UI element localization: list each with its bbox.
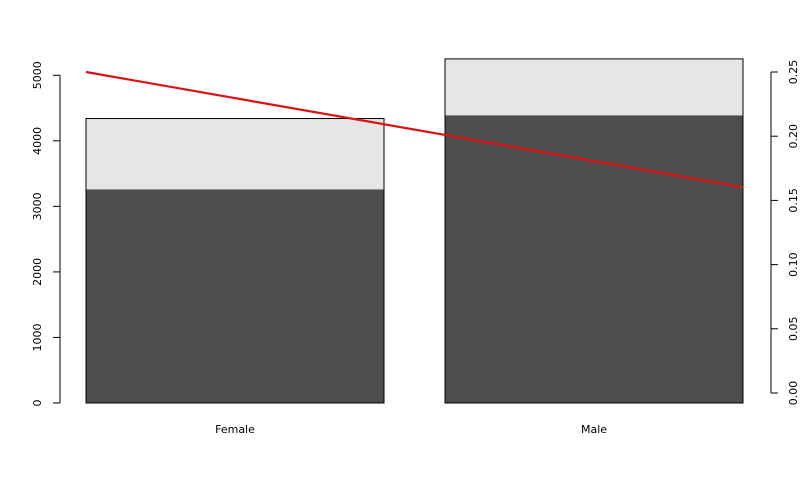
bar-male-segment-0	[445, 115, 743, 404]
line-layer	[85, 70, 744, 189]
left-tick-label: 4000	[31, 127, 44, 155]
trend-line	[85, 70, 744, 189]
left-tick-label: 2000	[31, 258, 44, 286]
category-label-male: Male	[581, 423, 607, 436]
bar-outline-male	[444, 58, 744, 404]
right-tick-label: 0.10	[787, 252, 800, 277]
left-tick-label: 5000	[31, 61, 44, 89]
bar-outline-female	[85, 118, 385, 404]
right-tick-label: 0.05	[787, 317, 800, 342]
right-axis: 0.00 0.05 0.10 0.15 0.20 0.25	[770, 60, 800, 406]
left-tick-label: 0	[31, 400, 44, 407]
left-tick-label: 1000	[31, 323, 44, 351]
left-tick-label: 3000	[31, 192, 44, 220]
bar-male-segment-1	[445, 58, 743, 116]
category-labels: Female Male	[215, 423, 607, 436]
right-tick-label: 0.00	[787, 381, 800, 406]
right-tick-label: 0.25	[787, 60, 800, 85]
right-tick-label: 0.15	[787, 188, 800, 213]
right-tick-label: 0.20	[787, 124, 800, 149]
bar-female-segment-1	[86, 118, 384, 190]
bar-female-segment-0	[86, 189, 384, 403]
left-axis: 0 1000 2000 3000 4000 5000	[31, 61, 61, 407]
bars-layer	[85, 58, 744, 404]
category-label-female: Female	[215, 423, 255, 436]
